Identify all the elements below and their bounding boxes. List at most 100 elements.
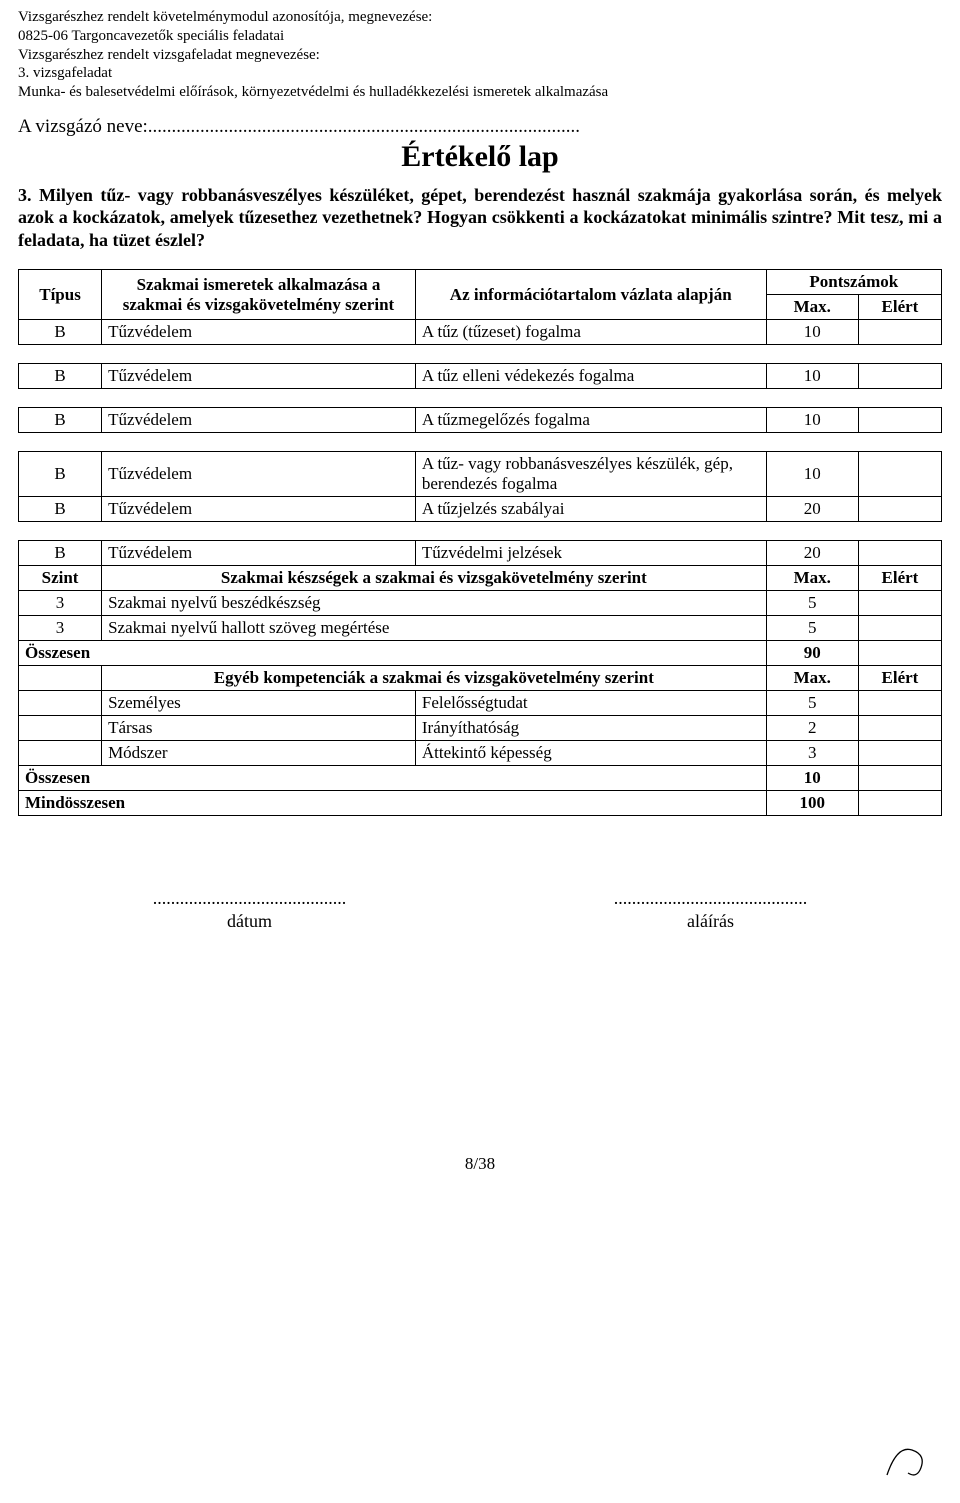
c-szakmai: Tűzvédelem [102, 364, 416, 389]
c-max: 90 [766, 641, 858, 666]
c-tipus: B [19, 320, 102, 345]
th-tipus: Típus [19, 270, 102, 320]
c-max: 3 [766, 741, 858, 766]
hdr-line-5: Munka- és balesetvédelmi előírások, körn… [18, 83, 942, 102]
c-szakmai: Tűzvédelem [102, 452, 416, 497]
c-osszesen: Összesen [19, 766, 767, 791]
c-elert [858, 364, 941, 389]
c-tipus: B [19, 364, 102, 389]
c-info: A tűz- vagy robbanásveszélyes készülék, … [415, 452, 766, 497]
c-elert [858, 691, 941, 716]
table-row: B Tűzvédelem A tűz elleni védekezés foga… [19, 364, 942, 389]
other-row: Társas Irányíthatóság 2 [19, 716, 942, 741]
signature-block: ........................................… [18, 886, 942, 934]
gap-row [19, 433, 942, 452]
th-skill-max: Max. [766, 566, 858, 591]
c-info: A tűz elleni védekezés fogalma [415, 364, 766, 389]
hdr-line-4: 3. vizsgafeladat [18, 64, 942, 83]
c-tipus: B [19, 497, 102, 522]
c-elert [858, 320, 941, 345]
th-skill-elert: Elért [858, 566, 941, 591]
th-max: Max. [766, 295, 858, 320]
c-tipus: B [19, 541, 102, 566]
table-header-row-1: Típus Szakmai ismeretek alkalmazása a sz… [19, 270, 942, 295]
sign-label: aláírás [481, 911, 940, 932]
c-max: 20 [766, 541, 858, 566]
c-elert [858, 497, 941, 522]
table-row: B Tűzvédelem A tűzmegelőzés fogalma 10 [19, 408, 942, 433]
c-szakmai: Tűzvédelem [102, 320, 416, 345]
c-szakmai: Tűzvédelem [102, 408, 416, 433]
c-max: 2 [766, 716, 858, 741]
c-max: 20 [766, 497, 858, 522]
th-elert: Elért [858, 295, 941, 320]
c-comp: Irányíthatóság [415, 716, 766, 741]
c-szint: 3 [19, 616, 102, 641]
date-dots: ........................................… [20, 888, 479, 909]
th-skill-label: Szakmai készségek a szakmai és vizsgaköv… [102, 566, 767, 591]
c-szakmai: Tűzvédelem [102, 541, 416, 566]
c-info: A tűz (tűzeset) fogalma [415, 320, 766, 345]
th-szint: Szint [19, 566, 102, 591]
skill-row: 3 Szakmai nyelvű hallott szöveg megértés… [19, 616, 942, 641]
table-row: B Tűzvédelem A tűz (tűzeset) fogalma 10 [19, 320, 942, 345]
gap-row [19, 345, 942, 364]
hdr-line-1: Vizsgarészhez rendelt követelménymodul a… [18, 8, 942, 27]
c-empty [19, 666, 102, 691]
th-info: Az információtartalom vázlata alapján [415, 270, 766, 320]
c-cat: Személyes [102, 691, 416, 716]
c-elert [858, 641, 941, 666]
hdr-line-3: Vizsgarészhez rendelt vizsgafeladat megn… [18, 46, 942, 65]
c-max: 5 [766, 591, 858, 616]
c-elert [858, 791, 941, 816]
th-szakmai: Szakmai ismeretek alkalmazása a szakmai … [102, 270, 416, 320]
subtotal-row: Összesen 10 [19, 766, 942, 791]
page-curl-icon [882, 1435, 932, 1483]
c-mindosszesen: Mindösszesen [19, 791, 767, 816]
c-max: 10 [766, 320, 858, 345]
hdr-line-2: 0825-06 Targoncavezetők speciális felada… [18, 27, 942, 46]
c-tipus: B [19, 408, 102, 433]
page-title: Értékelő lap [18, 140, 942, 174]
c-tipus: B [19, 452, 102, 497]
c-max: 5 [766, 616, 858, 641]
subtotal-row: Összesen 90 [19, 641, 942, 666]
c-comp: Áttekintő képesség [415, 741, 766, 766]
gap-row [19, 522, 942, 541]
gap-row [19, 389, 942, 408]
table-row: B Tűzvédelem A tűzjelzés szabályai 20 [19, 497, 942, 522]
table-row: B Tűzvédelem A tűz- vagy robbanásveszély… [19, 452, 942, 497]
table-row: B Tűzvédelem Tűzvédelmi jelzések 20 [19, 541, 942, 566]
module-header: Vizsgarészhez rendelt követelménymodul a… [18, 8, 942, 102]
c-elert [858, 541, 941, 566]
c-info: A tűzmegelőzés fogalma [415, 408, 766, 433]
th-other-elert: Elért [858, 666, 941, 691]
other-row: Személyes Felelősségtudat 5 [19, 691, 942, 716]
evaluation-table: Típus Szakmai ismeretek alkalmazása a sz… [18, 269, 942, 816]
c-max: 10 [766, 766, 858, 791]
th-other-max: Max. [766, 666, 858, 691]
c-elert [858, 741, 941, 766]
skill-row: 3 Szakmai nyelvű beszédkészség 5 [19, 591, 942, 616]
th-other-label: Egyéb kompetenciák a szakmai és vizsgakö… [102, 666, 767, 691]
c-elert [858, 452, 941, 497]
other-row: Módszer Áttekintő képesség 3 [19, 741, 942, 766]
c-elert [858, 591, 941, 616]
c-elert [858, 616, 941, 641]
c-empty [19, 691, 102, 716]
c-comp: Felelősségtudat [415, 691, 766, 716]
candidate-name-line: A vizsgázó neve:........................… [18, 116, 942, 138]
c-empty [19, 741, 102, 766]
c-szint: 3 [19, 591, 102, 616]
c-max: 10 [766, 408, 858, 433]
other-header-row: Egyéb kompetenciák a szakmai és vizsgakö… [19, 666, 942, 691]
page-number: 8/38 [18, 1154, 942, 1174]
th-pont: Pontszámok [766, 270, 941, 295]
c-info: Tűzvédelmi jelzések [415, 541, 766, 566]
c-max: 10 [766, 452, 858, 497]
skill-header-row: Szint Szakmai készségek a szakmai és viz… [19, 566, 942, 591]
c-cat: Módszer [102, 741, 416, 766]
c-skill: Szakmai nyelvű hallott szöveg megértése [102, 616, 767, 641]
c-empty [19, 716, 102, 741]
c-max: 10 [766, 364, 858, 389]
